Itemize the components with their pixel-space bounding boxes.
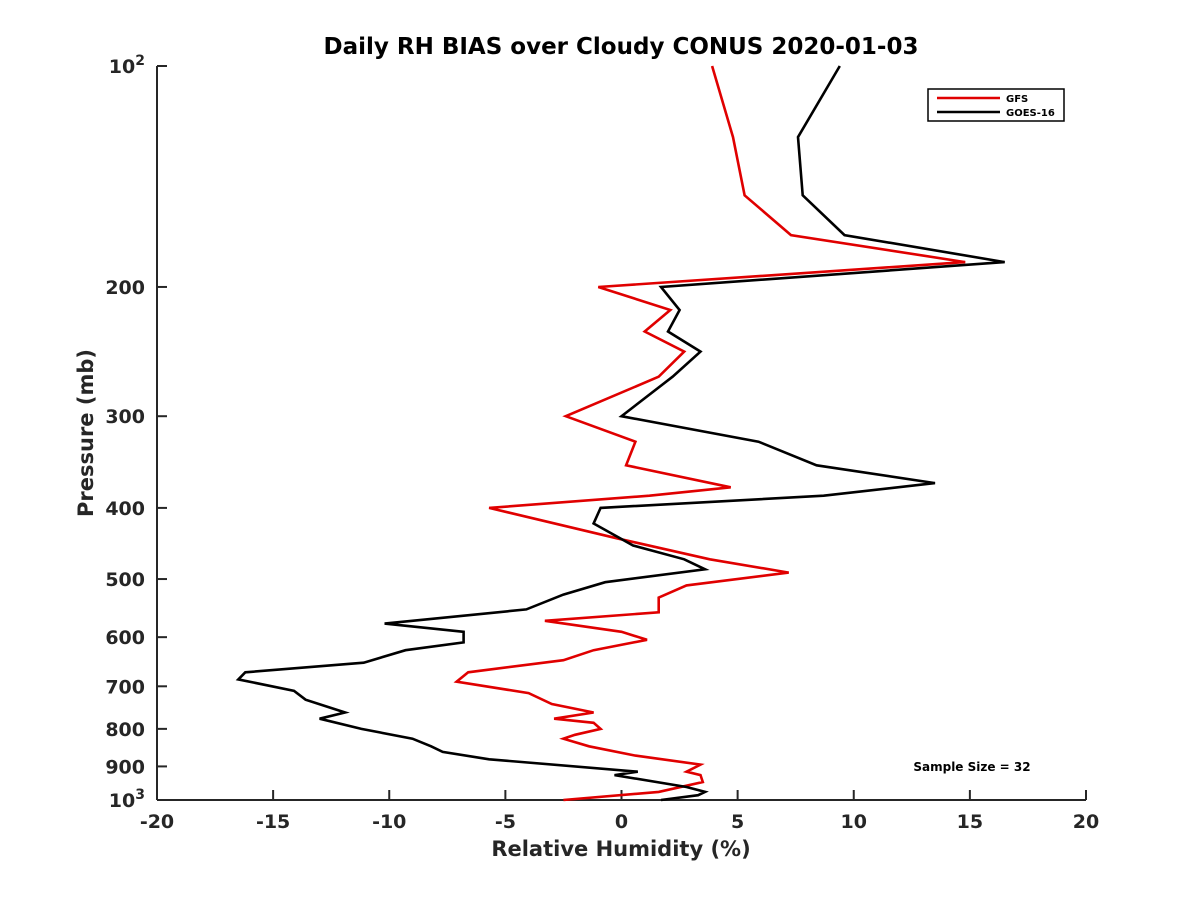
series-line-goes-16	[235, 65, 1005, 802]
x-tick-label: 5	[731, 811, 744, 833]
y-tick-label: 102	[109, 53, 145, 78]
y-tick-label: 200	[105, 277, 145, 299]
x-tick-label: -15	[256, 811, 290, 833]
y-tick-label: 800	[105, 719, 145, 741]
series-layer	[235, 65, 1005, 802]
x-tick-label: -10	[372, 811, 406, 833]
legend: GFS GOES-16	[927, 88, 1065, 122]
chart-title: Daily RH BIAS over Cloudy CONUS 2020-01-…	[323, 34, 918, 60]
axes: -20 -15 -10 -5 0 5 10 15 20 102 200 300 400 500 600 700…	[105, 53, 1099, 833]
x-tick-label: -5	[495, 811, 516, 833]
x-tick-label: -20	[140, 811, 174, 833]
series-line-gfs	[453, 65, 966, 802]
y-tick-label: 700	[105, 676, 145, 698]
sample-size-annotation: Sample Size = 32	[913, 760, 1030, 774]
x-axis-title: Relative Humidity (%)	[491, 837, 750, 861]
x-tick-label: 20	[1073, 811, 1099, 833]
x-tick-label: 15	[957, 811, 983, 833]
y-tick-label: 300	[105, 406, 145, 428]
y-tick-label: 400	[105, 498, 145, 520]
y-axis-title: Pressure (mb)	[74, 349, 98, 517]
x-tick-label: 10	[841, 811, 867, 833]
legend-label-goes-16: GOES-16	[1006, 108, 1055, 119]
y-tick-label: 900	[105, 756, 145, 778]
legend-label-gfs: GFS	[1006, 94, 1028, 105]
x-tick-label: 0	[615, 811, 628, 833]
y-tick-label: 500	[105, 569, 145, 591]
y-tick-label: 103	[109, 787, 145, 812]
legend-box	[927, 88, 1065, 122]
y-tick-label: 600	[105, 627, 145, 649]
